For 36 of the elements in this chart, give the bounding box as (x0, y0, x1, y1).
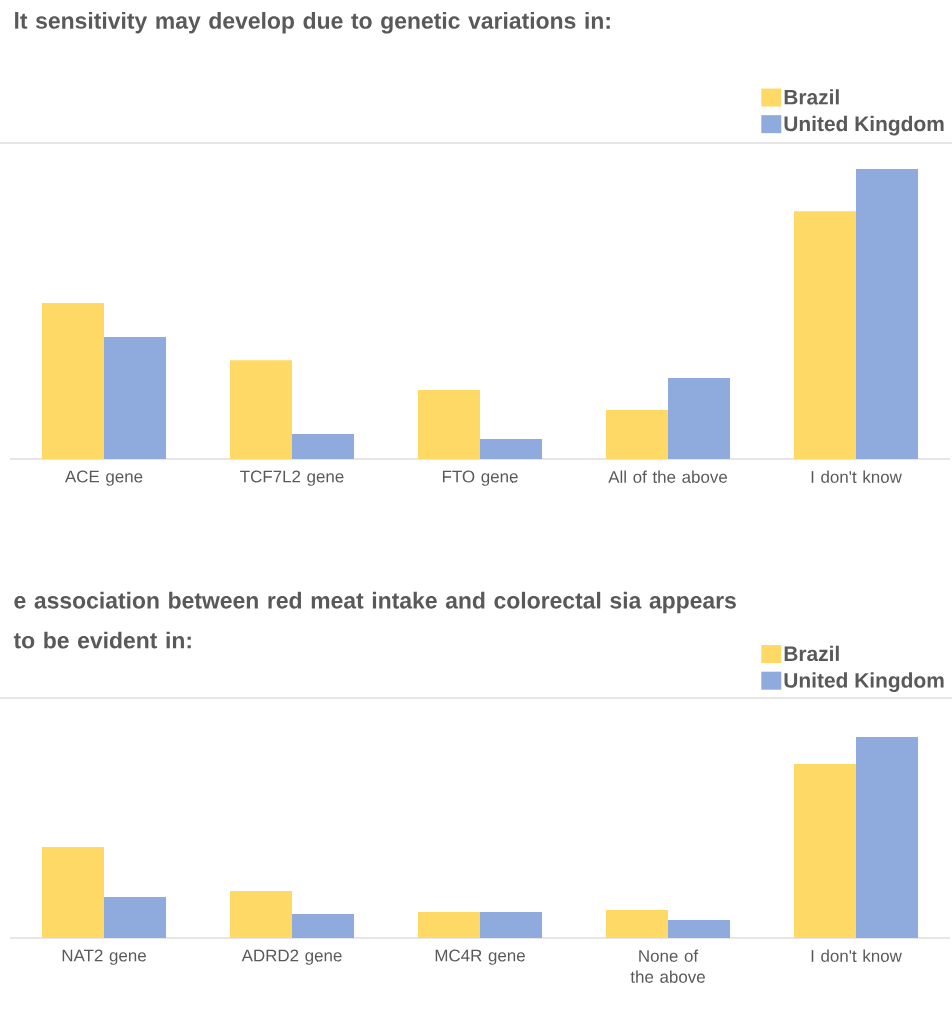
bar (856, 169, 919, 460)
bar (417, 390, 480, 460)
x-tick-label: I don't know (811, 470, 902, 483)
legend-label: Brazil (784, 89, 839, 105)
bar (41, 846, 104, 939)
bar (229, 360, 292, 460)
bar (668, 919, 731, 939)
legend-label: United Kingdom (784, 115, 944, 136)
bar (793, 211, 857, 460)
x-tick-label: FTO gene (442, 470, 518, 486)
bar (668, 378, 731, 460)
bar (480, 912, 543, 939)
bar (417, 912, 480, 939)
x-tick-label: None of the above (630, 949, 705, 983)
bar (104, 897, 167, 939)
bar (605, 910, 668, 939)
bar (41, 303, 104, 460)
x-tick-label: ACE gene (64, 470, 143, 486)
bar (856, 737, 919, 939)
legend-label: United Kingdom (784, 672, 944, 692)
bar (104, 336, 167, 460)
x-tick-label: I don't know (811, 949, 902, 962)
bar (480, 439, 543, 460)
bar (292, 434, 355, 460)
legend-label: Brazil (784, 645, 839, 662)
x-tick-label: ADRD2 gene (241, 949, 342, 965)
x-tick-label: MC4R gene (435, 949, 525, 965)
bar (229, 890, 292, 939)
bar (793, 763, 857, 939)
chart-title: lt sensitivity may develop due to genetic variations in: (15, 12, 610, 34)
chart-title: e association between red meat intake and colorectal sia appears to be evident in: (13, 591, 736, 649)
x-tick-label: TCF7L2 gene (240, 470, 344, 486)
x-tick-label: All of the above (608, 470, 728, 483)
bar (605, 410, 668, 460)
bar (292, 914, 355, 939)
x-tick-label: NAT2 gene (62, 949, 146, 965)
